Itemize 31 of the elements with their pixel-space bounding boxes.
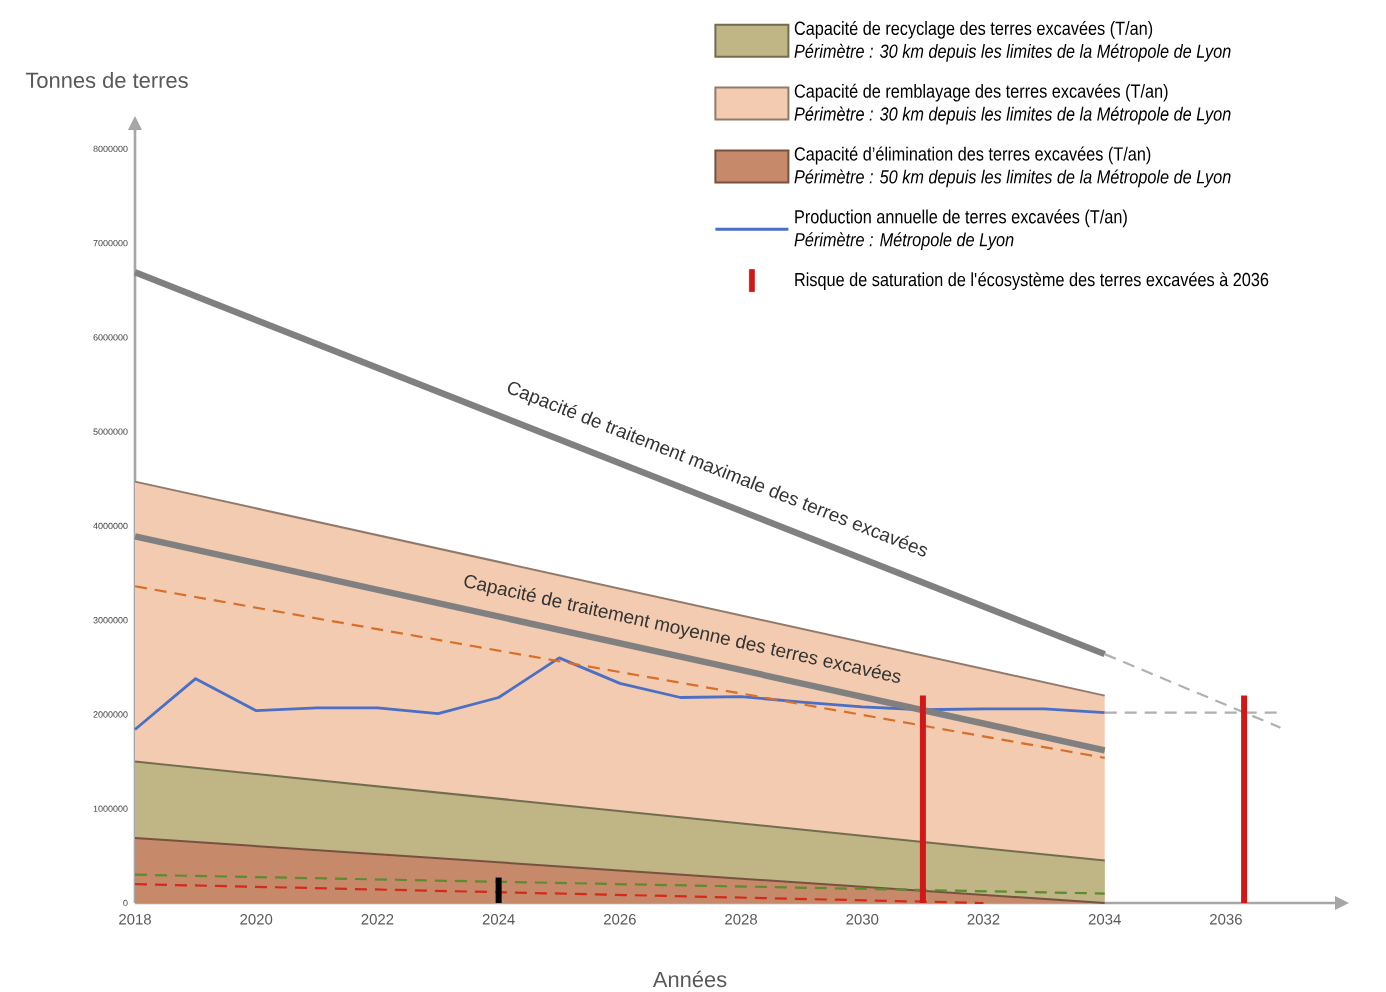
legend-label: Production annuelle de terres excavées (T/an): [795, 209, 1127, 228]
annotation: Capacité de traitement moyenne des terres excavées: [464, 574, 901, 683]
y-tick-label: 8000000: [93, 145, 128, 153]
x-tick-label: 2030: [846, 914, 879, 925]
legend-label: Risque de saturation de l'écosystème des terres excavées à 2036: [795, 272, 1269, 291]
x-tick-label: 2028: [725, 914, 758, 925]
y-axis-title: Tonnes de terres: [25, 71, 188, 89]
x-tick-label: 2036: [1210, 914, 1242, 925]
x-tick-label: 2032: [967, 914, 1000, 925]
x-tick-label: 2024: [482, 914, 515, 925]
y-tick-label: 0: [123, 899, 128, 907]
legend-label: Capacité de recyclage des terres excavées (T/an): [794, 20, 1153, 39]
y-tick-label: 6000000: [93, 334, 128, 341]
x-tick-label: 2018: [119, 914, 151, 925]
y-tick-label: 3000000: [93, 617, 128, 624]
y-tick-label: 7000000: [93, 239, 128, 247]
legend-label: Capacité d’élimination des terres excavées (T/an): [794, 146, 1151, 165]
y-tick-label: 2000000: [93, 711, 128, 718]
annotation: Périmètre : Métropole de Lyon: [794, 232, 1014, 251]
text: Périmètre : 30 km depuis les limites de la Métropole de Lyon: [794, 43, 1231, 62]
legend-label: Capacité de remblayage des terres excavées (T/an): [794, 83, 1168, 102]
x-tick-label: 2034: [1088, 914, 1121, 925]
y-tick-label: 4000000: [93, 522, 128, 530]
annotation: Périmètre : 50 km depuis les limites de la Métropole de Lyon: [794, 169, 1231, 188]
x-tick-label: 2022: [361, 914, 394, 925]
text: Périmètre : 30 km depuis les limites de la Métropole de Lyon: [794, 106, 1231, 125]
y-tick-label: 5000000: [93, 428, 128, 435]
y-tick-label: 1000000: [93, 805, 128, 812]
x-tick-label: 2026: [603, 914, 636, 925]
x-axis-title: Années: [652, 970, 727, 988]
x-tick-label: 2020: [240, 914, 273, 925]
